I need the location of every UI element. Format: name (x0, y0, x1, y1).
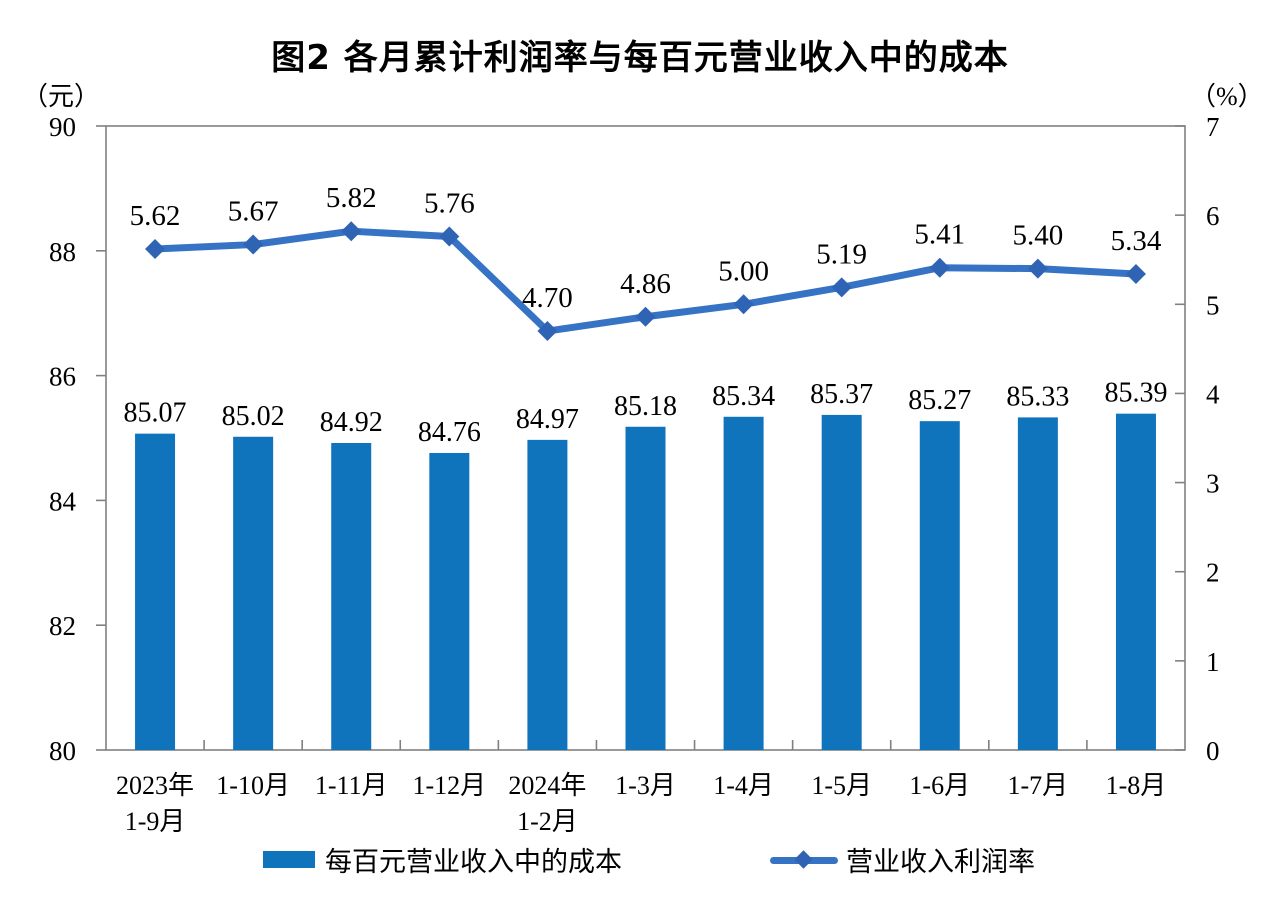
legend-label-cost: 每百元营业收入中的成本 (325, 847, 622, 877)
line-marker (733, 294, 754, 315)
line-marker (243, 234, 264, 255)
x-axis-category-label: 1-6月 (909, 771, 970, 800)
bar (1017, 417, 1058, 750)
right-axis-tick-label: 7 (1206, 112, 1220, 142)
right-axis-tick-label: 5 (1206, 290, 1220, 320)
right-axis-tick-label: 0 (1206, 736, 1220, 766)
line-legend-swatch-icon (770, 849, 838, 869)
legend-item-cost: 每百元营业收入中的成本 (263, 840, 622, 879)
bar-value-label: 85.37 (810, 379, 873, 410)
line-marker (537, 321, 558, 342)
x-axis-category-label: 1-8月 (1106, 771, 1167, 800)
bar-value-label: 85.07 (124, 398, 187, 429)
bar-value-label: 85.34 (712, 381, 775, 412)
bar-value-label: 84.92 (320, 407, 383, 438)
line-value-label: 5.67 (228, 196, 279, 228)
x-axis-category-label: 1-11月 (315, 771, 388, 800)
bar (233, 436, 274, 750)
bar-value-label: 84.97 (516, 404, 579, 435)
line-marker (145, 239, 166, 260)
bar (625, 426, 666, 750)
legend-label-profit-margin: 营业收入利润率 (846, 847, 1035, 877)
bar (723, 416, 764, 750)
x-axis-category-label: 2024年 1-2月 (508, 771, 586, 836)
bar (527, 439, 568, 750)
x-axis-category-label: 1-5月 (811, 771, 872, 800)
right-axis-unit-label: （%） (1190, 82, 1264, 111)
line-value-label: 5.34 (1111, 225, 1162, 257)
x-axis-category-label: 1-3月 (615, 771, 676, 800)
line-value-label: 5.19 (816, 238, 867, 270)
right-axis-tick-label: 1 (1206, 647, 1220, 677)
x-axis-category-label: 2023年 1-9月 (116, 771, 194, 836)
left-axis-tick-label: 80 (49, 736, 76, 766)
bar-legend-swatch-icon (263, 851, 315, 868)
line-marker (341, 221, 362, 242)
left-axis-tick-label: 90 (49, 112, 76, 142)
line-value-label: 5.76 (424, 188, 475, 220)
bar (331, 442, 372, 750)
left-axis-unit-label: （元） (22, 82, 101, 111)
bar (429, 452, 470, 750)
left-axis-tick-label: 82 (49, 611, 76, 641)
bar-value-label: 85.02 (222, 401, 285, 432)
left-axis-tick-label: 84 (49, 486, 77, 516)
line-marker (635, 306, 656, 327)
bar-value-label: 85.18 (614, 391, 677, 422)
legend-item-profit-margin: 营业收入利润率 (770, 840, 1035, 879)
bar (135, 433, 176, 750)
right-axis-tick-label: 6 (1206, 201, 1220, 231)
left-axis-tick-label: 88 (49, 237, 76, 267)
line-marker (831, 277, 852, 298)
x-axis-category-label: 1-7月 (1008, 771, 1069, 800)
diamond-marker-icon (794, 849, 813, 869)
line-value-label: 5.41 (914, 219, 965, 251)
legend: 每百元营业收入中的成本 营业收入利润率 (0, 838, 1280, 877)
line-marker (1027, 258, 1048, 279)
line-marker (439, 226, 460, 247)
bar (821, 414, 862, 750)
bar-value-label: 84.76 (418, 417, 481, 448)
line-value-label: 4.70 (522, 282, 573, 314)
right-axis-tick-label: 3 (1206, 469, 1220, 499)
x-axis-category-label: 1-12月 (412, 771, 486, 800)
x-axis-category-label: 1-4月 (713, 771, 774, 800)
left-axis-tick-label: 86 (49, 362, 76, 392)
line-value-label: 5.62 (130, 200, 181, 232)
chart-title: 图2 各月累计利润率与每百元营业收入中的成本 (271, 38, 1009, 78)
bar (1115, 413, 1156, 750)
line-value-label: 4.86 (620, 268, 671, 300)
right-axis-tick-label: 2 (1206, 558, 1220, 588)
right-axis-tick-label: 4 (1206, 379, 1220, 409)
x-axis-category-label: 1-10月 (216, 771, 290, 800)
line-value-label: 5.00 (718, 255, 769, 287)
bar-value-label: 85.33 (1006, 381, 1069, 412)
bar-value-label: 85.39 (1104, 378, 1167, 409)
line-value-label: 5.82 (326, 182, 377, 214)
line-marker (1125, 263, 1146, 284)
bar-value-label: 85.27 (908, 385, 971, 416)
bar (919, 421, 960, 750)
line-marker (929, 257, 950, 278)
line-value-label: 5.40 (1012, 220, 1063, 252)
